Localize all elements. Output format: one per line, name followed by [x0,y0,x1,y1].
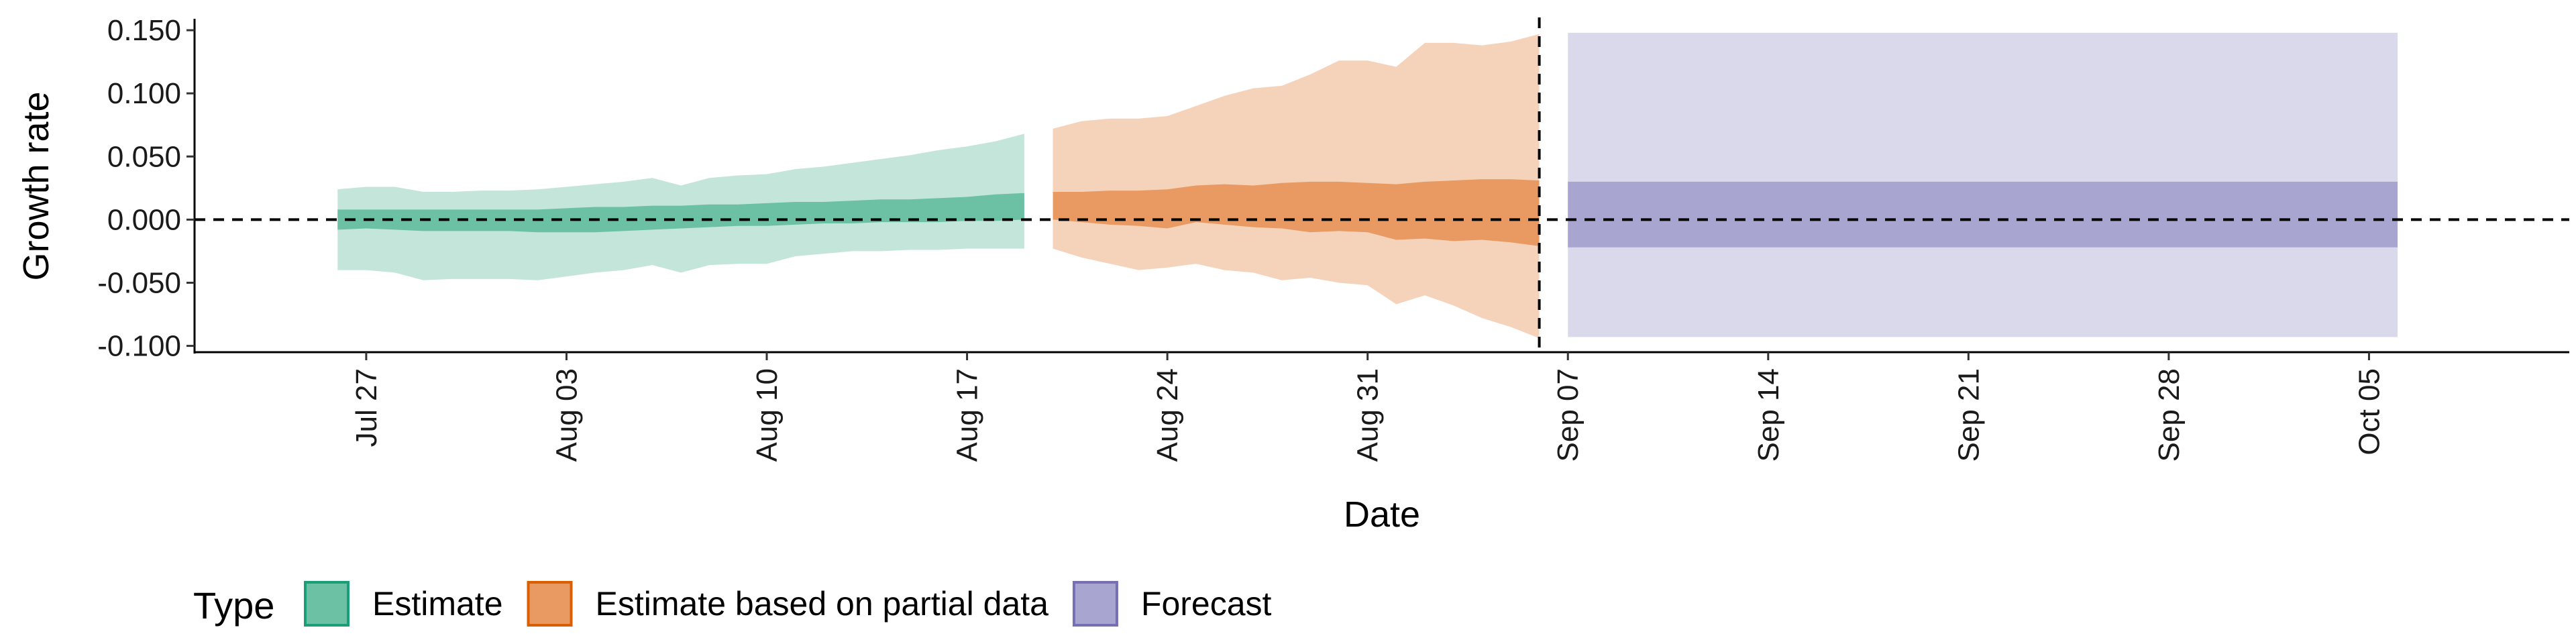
y-tick-label: 0.000 [107,203,181,236]
y-axis-title: Growth rate [16,91,56,280]
x-tick-label: Sep 07 [1552,368,1585,462]
x-tick-label: Sep 14 [1752,368,1785,462]
y-tick-label: 0.100 [107,77,181,110]
legend-label-estimate-based-on-partial-data: Estimate based on partial data [596,585,1049,623]
estimate-inner-band [337,193,1024,233]
x-tick-label: Aug 17 [951,368,984,462]
y-tick-label: 0.150 [107,14,181,47]
x-axis-title: Date [1344,494,1420,535]
legend: Type Estimate Estimate based on partial d… [193,581,1272,627]
x-tick-label: Aug 03 [550,368,583,462]
y-tick-label: -0.100 [97,330,181,363]
forecast-inner-band [1568,181,2398,248]
legend-key-estimate-based-on-partial-data [527,581,573,627]
x-tick-label: Sep 28 [2153,368,2186,462]
y-tick-label: 0.050 [107,140,181,173]
x-tick-label: Aug 10 [751,368,784,462]
legend-key-estimate [304,581,350,627]
y-tick-label: -0.050 [97,266,181,299]
reference-lines [195,17,2569,352]
legend-label-forecast: Forecast [1141,585,1272,623]
legend-title: Type [193,584,274,627]
estimate-based-on-partial-data-inner-band [1053,179,1540,246]
x-tick-label: Aug 31 [1352,368,1385,462]
x-tick-label: Jul 27 [350,368,383,447]
axes: -0.100 -0.050 0.000 0.050 0.100 0.150 Jul 27 Au… [97,14,2569,462]
x-tick-label: Aug 24 [1151,368,1184,462]
band-layer [337,32,2398,339]
x-tick-label: Sep 21 [1952,368,1985,462]
legend-key-forecast [1072,581,1118,627]
legend-label-estimate: Estimate [372,585,503,623]
x-tick-label: Oct 05 [2353,368,2385,455]
